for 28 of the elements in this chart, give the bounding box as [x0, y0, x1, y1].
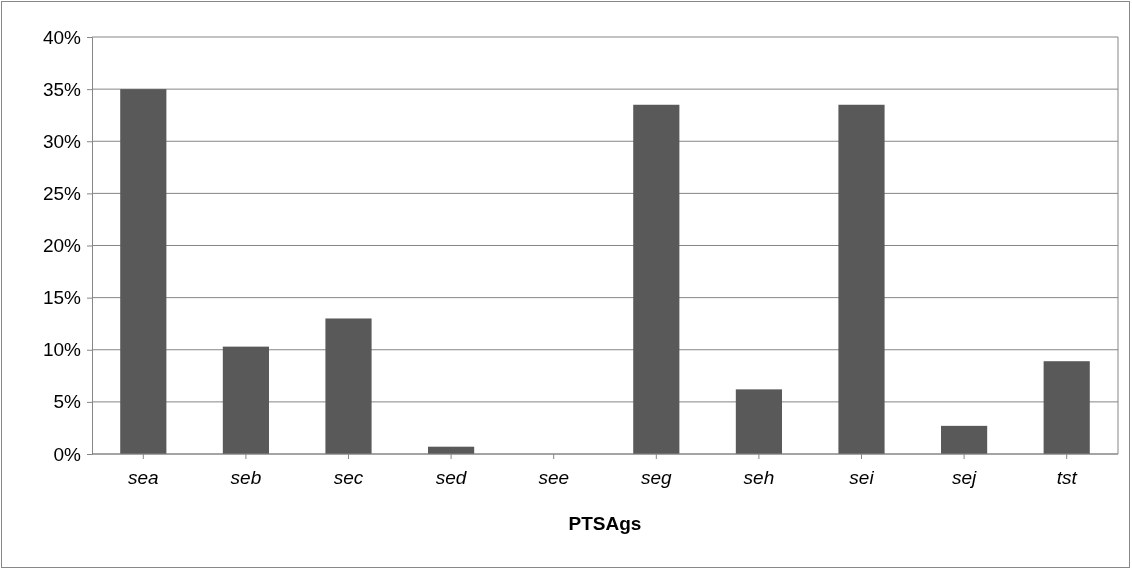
x-tick-label: sed: [435, 467, 468, 489]
x-tick-label: seg: [640, 467, 673, 489]
y-tick-label: 10%: [42, 339, 82, 361]
y-tick-label: 25%: [42, 182, 82, 204]
bar: [838, 104, 885, 454]
x-tick-label: seb: [230, 467, 262, 489]
bar: [120, 89, 167, 454]
x-tick-label: tst: [1056, 467, 1078, 489]
x-tick-label: seh: [743, 467, 775, 489]
x-tick-label: sea: [127, 467, 159, 489]
y-tick-label: 35%: [42, 78, 82, 100]
y-tick-label: 20%: [42, 235, 82, 257]
y-tick-label: 30%: [42, 130, 82, 152]
x-axis-title: PTSAgs: [568, 513, 642, 534]
y-tick-label: 0%: [53, 443, 82, 465]
x-tick-label: sec: [333, 467, 364, 489]
bar: [735, 389, 782, 454]
x-tick-label: sei: [849, 467, 875, 489]
bar: [941, 425, 988, 454]
bar: [222, 346, 269, 454]
x-tick-label: see: [538, 467, 570, 489]
bar: [1043, 361, 1090, 454]
y-tick-label: 15%: [42, 287, 82, 309]
y-tick-label: 40%: [42, 26, 82, 48]
x-tick-label: sej: [951, 467, 978, 489]
bar: [633, 104, 680, 454]
y-tick-label: 5%: [53, 391, 82, 413]
bar: [325, 318, 372, 454]
